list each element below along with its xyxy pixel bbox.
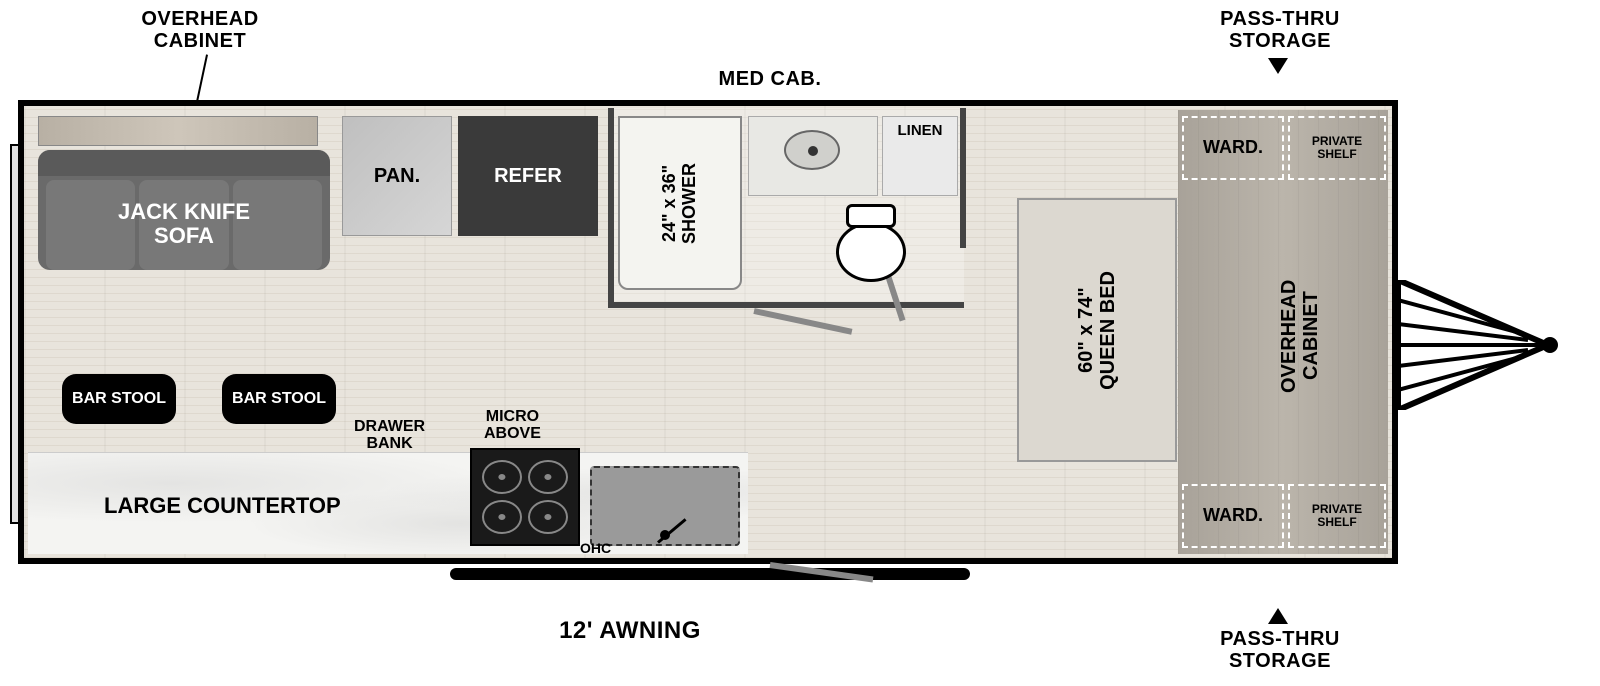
refrigerator: REFER xyxy=(458,116,598,236)
rear-wall-edge xyxy=(10,144,18,524)
callout-passthru-top: PASS-THRU STORAGE xyxy=(1190,8,1370,52)
bar-stool-2: BAR STOOL xyxy=(222,374,336,424)
sofa-label: JACK KNIFE SOFA xyxy=(38,200,330,248)
shelf-label: PRIVATE SHELF xyxy=(1312,135,1362,161)
ohc-label: OHC xyxy=(580,541,611,556)
bed-label: 60" x 74" QUEEN BED xyxy=(1075,271,1119,390)
overhead-cabinet-rear xyxy=(38,116,318,146)
private-shelf-bottom: PRIVATE SHELF xyxy=(1288,484,1386,548)
callout-overhead-cabinet: OVERHEAD CABINET xyxy=(110,8,290,52)
micro-above-label: MICRO ABOVE xyxy=(484,390,541,443)
overhead-cabinet-bed-label: OVERHEAD CABINET xyxy=(1278,246,1322,426)
ward-label: WARD. xyxy=(1203,506,1263,526)
callout-text: PASS-THRU STORAGE xyxy=(1220,628,1340,672)
sofa-back xyxy=(38,150,330,176)
callout-text: OVERHEAD CABINET xyxy=(141,8,258,52)
toilet-bowl xyxy=(836,222,906,282)
arrow-up-icon xyxy=(1268,608,1288,624)
awning-bar xyxy=(450,568,970,580)
callout-text: MED CAB. xyxy=(719,68,822,90)
bar-stool-label: BAR STOOL xyxy=(232,390,326,408)
stove xyxy=(470,448,580,546)
bath-sink-drain xyxy=(808,146,818,156)
private-shelf-top: PRIVATE SHELF xyxy=(1288,116,1386,180)
wardrobe-bottom: WARD. xyxy=(1182,484,1284,548)
callout-awning: 12' AWNING xyxy=(520,618,740,644)
wardrobe-top: WARD. xyxy=(1182,116,1284,180)
linen-closet: LINEN xyxy=(882,116,958,196)
countertop-label: LARGE COUNTERTOP xyxy=(104,494,341,518)
burner xyxy=(528,460,568,494)
arrow-down-icon xyxy=(1268,58,1288,74)
bath-wall xyxy=(960,108,966,248)
floorplan-body: JACK KNIFE SOFA PAN. REFER 24" x 36" SHO… xyxy=(18,100,1398,564)
bar-stool-1: BAR STOOL xyxy=(62,374,176,424)
callout-passthru-bottom: PASS-THRU STORAGE xyxy=(1190,628,1370,672)
refer-label: REFER xyxy=(494,165,562,187)
shower: 24" x 36" SHOWER xyxy=(618,116,742,290)
linen-label: LINEN xyxy=(898,123,943,140)
callout-med-cab: MED CAB. xyxy=(700,68,840,90)
burner xyxy=(482,460,522,494)
callout-text: 12' AWNING xyxy=(559,617,701,644)
jack-knife-sofa: JACK KNIFE SOFA xyxy=(38,150,330,270)
bar-stool-label: BAR STOOL xyxy=(72,390,166,408)
pantry-label: PAN. xyxy=(374,165,420,187)
toilet-tank xyxy=(846,204,896,228)
queen-bed: 60" x 74" QUEEN BED xyxy=(1017,198,1177,462)
burner xyxy=(528,500,568,534)
shower-label: 24" x 36" SHOWER xyxy=(660,163,700,244)
shelf-label: PRIVATE SHELF xyxy=(1312,503,1362,529)
burner xyxy=(482,500,522,534)
drawer-bank-label: DRAWER BANK xyxy=(354,400,425,453)
bath-door xyxy=(753,308,852,335)
toilet xyxy=(836,204,906,284)
pantry: PAN. xyxy=(342,116,452,236)
callout-text: PASS-THRU STORAGE xyxy=(1220,8,1340,52)
ward-label: WARD. xyxy=(1203,138,1263,158)
